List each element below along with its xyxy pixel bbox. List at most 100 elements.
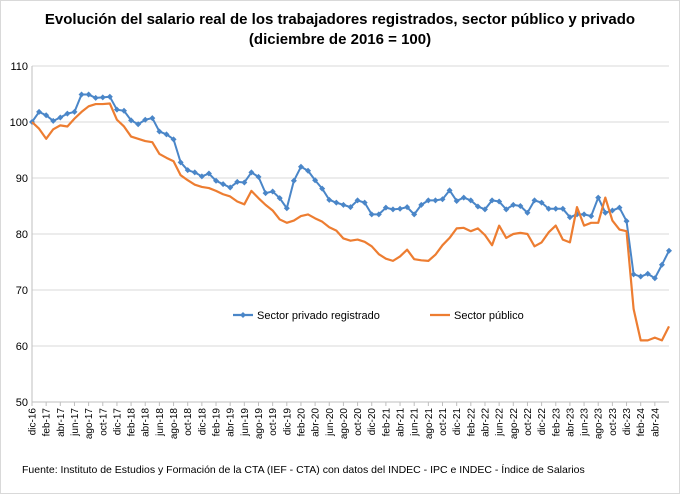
data-point: [36, 108, 43, 115]
x-axis-ticks: dic-16 feb-17 abr-17 jun-17 ago-17 oct-17 dic-…: [28, 402, 661, 440]
data-point: [439, 196, 446, 203]
data-point: [305, 167, 312, 174]
data-point: [460, 194, 467, 201]
series-sector-privado: [29, 91, 672, 282]
data-point: [312, 177, 319, 184]
data-point: [227, 184, 234, 191]
data-point: [85, 91, 92, 98]
data-point: [616, 204, 623, 211]
x-tick-label: jun-23: [580, 408, 591, 437]
x-tick-label: oct-22: [523, 408, 534, 436]
y-tick-label: 90: [16, 173, 28, 185]
y-tick-label: 100: [10, 117, 28, 129]
data-point: [637, 273, 644, 280]
data-point: [326, 196, 333, 203]
data-point: [248, 169, 255, 176]
x-tick-label: dic-16: [28, 408, 39, 436]
data-point: [630, 271, 637, 278]
y-tick-label: 50: [16, 397, 28, 409]
data-point: [510, 201, 517, 208]
x-tick-label: ago-17: [84, 408, 95, 440]
data-point: [658, 261, 665, 268]
x-tick-label: oct-21: [438, 408, 449, 436]
data-point: [57, 114, 64, 121]
data-point: [503, 206, 510, 213]
x-tick-label: jun-17: [70, 408, 81, 437]
legend: Sector privado registrado Sector público: [233, 310, 524, 322]
legend-marker: [240, 312, 246, 318]
data-point: [453, 197, 460, 204]
data-point: [177, 159, 184, 166]
data-point: [425, 197, 432, 204]
x-tick-label: dic-22: [537, 408, 548, 436]
data-point: [170, 136, 177, 143]
x-tick-label: abr-24: [650, 408, 661, 437]
data-point: [142, 116, 149, 123]
x-tick-label: ago-23: [594, 408, 605, 440]
x-tick-label: dic-18: [197, 408, 208, 436]
legend-entry: Sector privado registrado: [233, 310, 380, 322]
data-point: [368, 211, 375, 218]
data-point: [213, 177, 220, 184]
data-point: [290, 177, 297, 184]
data-point: [269, 188, 276, 195]
data-point: [64, 110, 71, 117]
data-point: [319, 185, 326, 192]
legend-label: Sector público: [454, 310, 524, 322]
data-point: [156, 128, 163, 135]
data-point: [43, 112, 50, 119]
data-point: [276, 195, 283, 202]
legend-label: Sector privado registrado: [257, 310, 380, 322]
data-point: [552, 205, 559, 212]
series-line: [31, 102, 670, 342]
data-point: [588, 213, 595, 220]
data-point: [411, 211, 418, 218]
data-point: [623, 218, 630, 225]
x-tick-label: dic-21: [452, 408, 463, 436]
x-tick-label: oct-17: [98, 408, 109, 436]
x-tick-label: ago-22: [509, 408, 520, 440]
data-point: [361, 199, 368, 206]
x-tick-label: feb-21: [381, 408, 392, 437]
data-point: [545, 205, 552, 212]
data-point: [71, 108, 78, 115]
data-point: [184, 167, 191, 174]
data-point: [375, 211, 382, 218]
x-tick-label: dic-23: [622, 408, 633, 436]
data-point: [382, 204, 389, 211]
data-point: [128, 117, 135, 124]
x-tick-label: jun-22: [495, 408, 506, 437]
y-tick-label: 80: [16, 229, 28, 241]
data-point: [524, 209, 531, 216]
series-group: [29, 91, 672, 342]
x-tick-label: ago-20: [339, 408, 350, 440]
data-point: [467, 197, 474, 204]
x-tick-label: dic-20: [367, 408, 378, 436]
x-tick-label: ago-19: [254, 408, 265, 440]
data-point: [106, 93, 113, 100]
data-point: [262, 190, 269, 197]
x-tick-label: abr-23: [565, 408, 576, 437]
data-point: [283, 205, 290, 212]
x-tick-label: oct-23: [608, 408, 619, 436]
source-note: Fuente: Instituto de Estudios y Formació…: [22, 464, 585, 476]
x-tick-label: abr-21: [396, 408, 407, 437]
x-tick-label: oct-18: [183, 408, 194, 436]
data-point: [113, 106, 120, 113]
x-tick-label: abr-19: [226, 408, 237, 437]
x-tick-label: jun-18: [155, 408, 166, 437]
data-point: [496, 198, 503, 205]
data-point: [333, 199, 340, 206]
data-point: [163, 131, 170, 138]
data-point: [347, 204, 354, 211]
x-tick-label: abr-22: [480, 408, 491, 437]
data-point: [389, 206, 396, 213]
data-point: [121, 107, 128, 114]
data-point: [538, 199, 545, 206]
data-point: [234, 178, 241, 185]
chart-title: Evolución del salario real de los trabaj…: [44, 11, 636, 48]
data-point: [644, 270, 651, 277]
x-tick-label: oct-20: [353, 408, 364, 436]
